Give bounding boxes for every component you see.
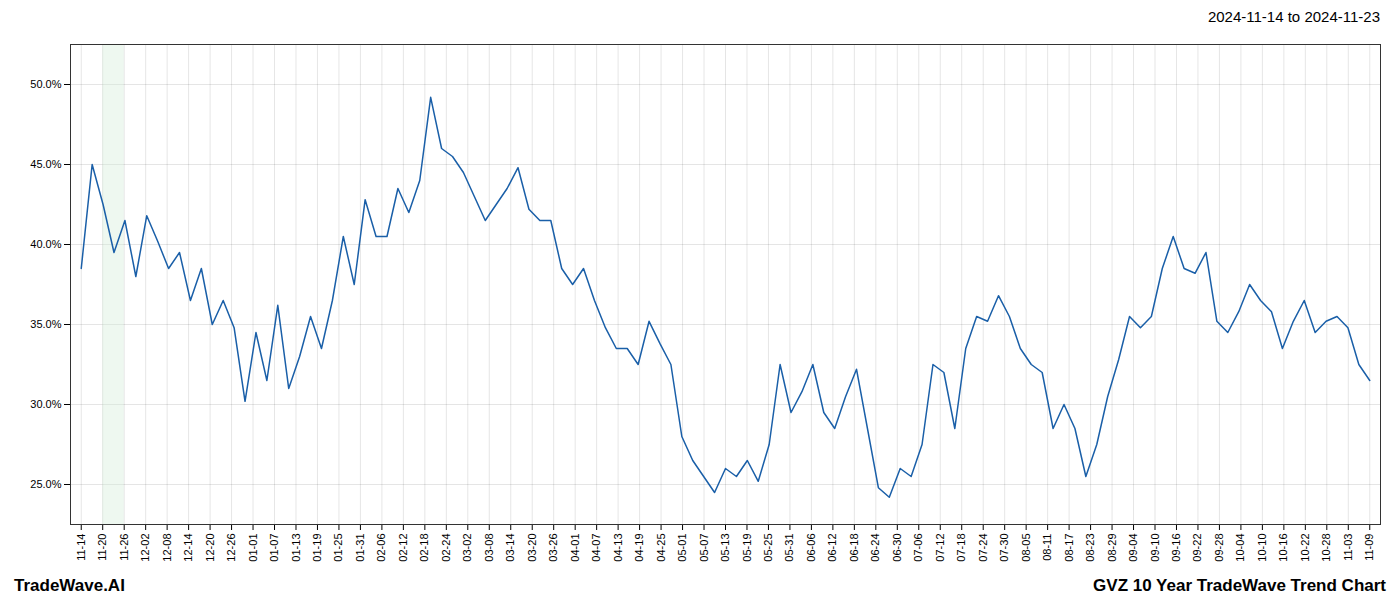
svg-text:02-24: 02-24 xyxy=(440,534,452,562)
svg-text:11-26: 11-26 xyxy=(118,534,130,561)
svg-text:08-05: 08-05 xyxy=(1020,534,1032,562)
svg-text:10-16: 10-16 xyxy=(1277,534,1289,562)
svg-text:05-25: 05-25 xyxy=(762,534,774,562)
svg-text:11-03: 11-03 xyxy=(1342,534,1354,561)
svg-text:09-16: 09-16 xyxy=(1170,534,1182,562)
svg-text:12-02: 12-02 xyxy=(139,534,151,562)
svg-text:01-07: 01-07 xyxy=(268,534,280,562)
svg-text:05-07: 05-07 xyxy=(698,534,710,562)
svg-text:04-13: 04-13 xyxy=(612,534,624,562)
svg-text:04-07: 04-07 xyxy=(590,534,602,562)
html-text:GVZ 10 Year TradeWave Trend Ch: GVZ 10 Year TradeWave Trend Chart xyxy=(1093,576,1386,595)
svg-text:06-18: 06-18 xyxy=(848,534,860,562)
svg-text:09-28: 09-28 xyxy=(1213,534,1225,562)
svg-text:03-02: 03-02 xyxy=(461,534,473,562)
svg-text:10-28: 10-28 xyxy=(1320,534,1332,562)
svg-text:07-06: 07-06 xyxy=(912,534,924,562)
svg-text:03-20: 03-20 xyxy=(526,534,538,562)
svg-text:04-19: 04-19 xyxy=(633,534,645,562)
svg-text:45.0%: 45.0% xyxy=(30,158,61,170)
svg-text:01-25: 01-25 xyxy=(332,534,344,562)
svg-text:08-11: 08-11 xyxy=(1041,534,1053,561)
svg-text:10-10: 10-10 xyxy=(1256,534,1268,562)
svg-text:06-06: 06-06 xyxy=(805,534,817,562)
svg-text:12-26: 12-26 xyxy=(225,534,237,562)
svg-text:50.0%: 50.0% xyxy=(30,78,61,90)
html-text:2024-11-14 to 2024-11-23: 2024-11-14 to 2024-11-23 xyxy=(1207,8,1380,25)
svg-text:11-14: 11-14 xyxy=(75,534,87,561)
svg-text:05-13: 05-13 xyxy=(719,534,731,562)
svg-text:01-13: 01-13 xyxy=(290,534,302,562)
svg-text:02-12: 02-12 xyxy=(397,534,409,562)
svg-text:06-12: 06-12 xyxy=(826,534,838,562)
svg-text:05-31: 05-31 xyxy=(783,534,795,562)
svg-text:05-19: 05-19 xyxy=(740,534,752,562)
svg-text:11-09: 11-09 xyxy=(1363,534,1375,561)
svg-text:05-01: 05-01 xyxy=(676,534,688,562)
html-text:TradeWave.AI: TradeWave.AI xyxy=(14,576,125,595)
svg-text:08-23: 08-23 xyxy=(1084,534,1096,562)
svg-text:11-20: 11-20 xyxy=(96,534,108,561)
svg-text:01-19: 01-19 xyxy=(311,534,323,562)
svg-text:06-24: 06-24 xyxy=(869,534,881,562)
svg-text:04-25: 04-25 xyxy=(655,534,667,562)
svg-text:01-01: 01-01 xyxy=(247,534,259,562)
svg-text:08-29: 08-29 xyxy=(1106,534,1118,562)
svg-text:12-20: 12-20 xyxy=(204,534,216,562)
svg-text:07-12: 07-12 xyxy=(934,534,946,562)
svg-text:10-04: 10-04 xyxy=(1234,534,1246,562)
svg-text:07-18: 07-18 xyxy=(955,534,967,562)
svg-text:09-22: 09-22 xyxy=(1191,534,1203,562)
svg-text:07-30: 07-30 xyxy=(998,534,1010,562)
svg-text:09-04: 09-04 xyxy=(1127,534,1139,562)
svg-text:25.0%: 25.0% xyxy=(30,478,61,490)
svg-text:03-26: 03-26 xyxy=(547,534,559,562)
svg-text:35.0%: 35.0% xyxy=(30,318,61,330)
svg-text:03-14: 03-14 xyxy=(504,534,516,562)
svg-text:40.0%: 40.0% xyxy=(30,238,61,250)
svg-text:02-06: 02-06 xyxy=(375,534,387,562)
svg-text:06-30: 06-30 xyxy=(891,534,903,562)
svg-text:03-08: 03-08 xyxy=(483,534,495,562)
svg-text:12-08: 12-08 xyxy=(161,534,173,562)
svg-text:12-14: 12-14 xyxy=(182,534,194,562)
svg-text:09-10: 09-10 xyxy=(1149,534,1161,562)
svg-text:04-01: 04-01 xyxy=(569,534,581,562)
svg-text:30.0%: 30.0% xyxy=(30,398,61,410)
svg-text:08-17: 08-17 xyxy=(1063,534,1075,562)
svg-text:01-31: 01-31 xyxy=(354,534,366,562)
svg-text:07-24: 07-24 xyxy=(977,534,989,562)
svg-text:10-22: 10-22 xyxy=(1299,534,1311,562)
svg-text:02-18: 02-18 xyxy=(418,534,430,562)
